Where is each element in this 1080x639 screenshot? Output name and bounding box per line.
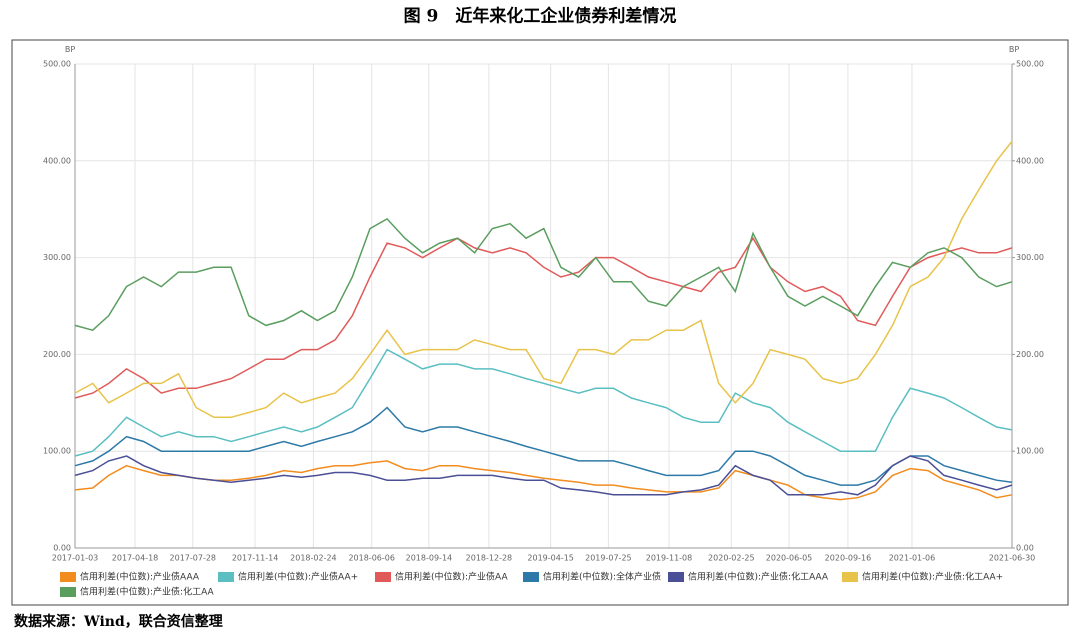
- y-tick-label: 200.00: [43, 350, 71, 359]
- x-tick-label: 2020-02-25: [708, 554, 755, 563]
- legend-label[interactable]: 信用利差(中位数):产业债AAA: [80, 571, 200, 583]
- x-tick-label: 2017-07-28: [170, 554, 217, 563]
- x-tick-label: 2018-02-24: [290, 554, 337, 563]
- y-tick-label: 0.00: [53, 544, 71, 553]
- source-note: 数据来源：Wind，联合资信整理: [14, 613, 223, 630]
- legend-label[interactable]: 信用利差(中位数):产业债AA+: [238, 571, 358, 583]
- y-tick-label: 100.00: [43, 447, 71, 456]
- series-line: [74, 455, 1013, 496]
- series-line: [74, 217, 1013, 332]
- legend-swatch[interactable]: [523, 572, 539, 582]
- series-line: [74, 236, 1013, 399]
- legend-label[interactable]: 信用利差(中位数):产业债:化工AAA: [688, 571, 829, 583]
- frame: [11, 39, 1069, 606]
- y-tick-label: 500.00: [43, 60, 71, 69]
- legend-swatch[interactable]: [668, 572, 684, 582]
- x-tick-label: 2020-09-16: [825, 554, 872, 563]
- legend-label[interactable]: 信用利差(中位数):产业债:化工AA+: [862, 571, 1003, 583]
- legend-label[interactable]: 信用利差(中位数):产业债AA: [395, 571, 508, 583]
- x-tick-label: 2018-09-14: [406, 554, 453, 563]
- x-tick-label: 2018-06-06: [348, 554, 395, 563]
- x-tick-label: 2017-11-14: [232, 554, 279, 563]
- y-tick-label: 400.00: [43, 156, 71, 165]
- y2-tick-label: 400.00: [1016, 156, 1044, 165]
- y-unit: BP: [65, 45, 75, 54]
- y2-tick-label: 0.00: [1016, 544, 1034, 553]
- legend-label[interactable]: 信用利差(中位数):产业债:化工AA: [80, 586, 214, 598]
- legend-label[interactable]: 信用利差(中位数):全体产业债: [543, 571, 661, 583]
- x-tick-label: 2017-01-03: [52, 554, 99, 563]
- y2-unit: BP: [1009, 45, 1019, 54]
- legend-swatch[interactable]: [842, 572, 858, 582]
- y2-tick-label: 200.00: [1016, 350, 1044, 359]
- y2-tick-label: 500.00: [1016, 60, 1044, 69]
- series-line: [74, 406, 1013, 486]
- x-tick-label: 2020-06-05: [766, 554, 813, 563]
- legend-swatch[interactable]: [218, 572, 234, 582]
- y-tick-label: 300.00: [43, 253, 71, 262]
- x-tick-label: 2018-12-28: [466, 554, 513, 563]
- chart-title: 图 9 近年来化工企业债券利差情况: [404, 6, 677, 27]
- x-tick-label: 2021-01-06: [889, 554, 936, 563]
- y2-tick-label: 100.00: [1016, 447, 1044, 456]
- x-tick-label: 2019-11-08: [646, 554, 693, 563]
- x-tick-label: 2017-04-18: [112, 554, 159, 563]
- x-tick-label: 2019-07-25: [585, 554, 632, 563]
- legend-swatch[interactable]: [60, 572, 76, 582]
- series-line: [74, 140, 1013, 419]
- y2-tick-label: 300.00: [1016, 253, 1044, 262]
- legend-swatch[interactable]: [375, 572, 391, 582]
- legend-swatch[interactable]: [60, 587, 76, 597]
- series-line: [74, 348, 1013, 457]
- x-tick-label: 2021-06-30: [989, 554, 1036, 563]
- x-tick-label: 2019-04-15: [527, 554, 574, 563]
- series-line: [74, 460, 1013, 501]
